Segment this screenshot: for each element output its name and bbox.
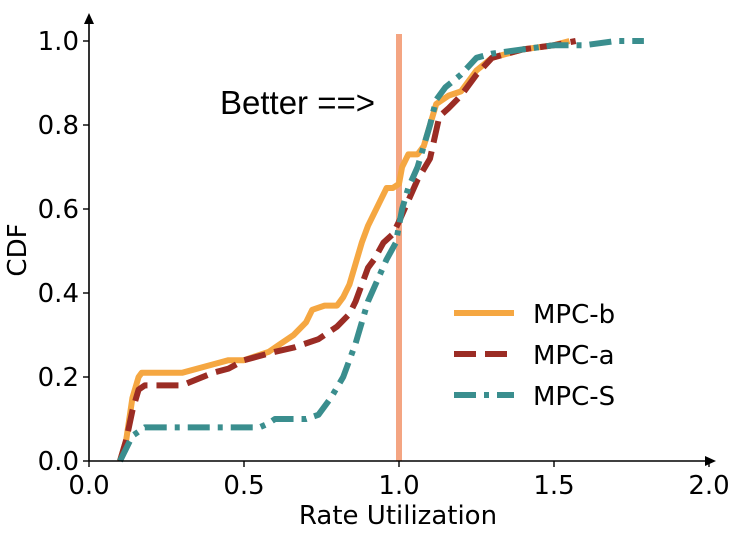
x-tick-label: 0.5 bbox=[223, 471, 264, 501]
legend-label-mpc-s: MPC-S bbox=[533, 382, 615, 412]
y-tick-label: 0.4 bbox=[38, 279, 79, 309]
axes-layer: 0.0 0.5 1.0 1.5 2.0 0.0 0.2 0.4 0.6 0.8 1.0 bbox=[38, 13, 730, 501]
y-tick-label: 1.0 bbox=[38, 27, 79, 57]
y-tick-label: 0.0 bbox=[38, 447, 79, 477]
series-line-mpc-s bbox=[117, 38, 644, 463]
x-tick-label: 1.0 bbox=[378, 471, 419, 501]
x-tick-label: 2.0 bbox=[688, 471, 729, 501]
legend-label-mpc-b: MPC-b bbox=[533, 300, 615, 330]
series-layer bbox=[117, 38, 644, 463]
y-tick-label: 0.6 bbox=[38, 195, 79, 225]
series-line-mpc-a bbox=[117, 38, 577, 462]
legend-label-mpc-a: MPC-a bbox=[533, 341, 615, 371]
x-axis-arrow bbox=[705, 456, 716, 466]
x-tick-label: 0.0 bbox=[68, 471, 109, 501]
y-axis-label: CDF bbox=[3, 223, 33, 276]
y-tick-label: 0.2 bbox=[38, 363, 79, 393]
x-axis-label: Rate Utilization bbox=[299, 501, 497, 531]
legend: MPC-b MPC-a MPC-S bbox=[454, 300, 615, 412]
series-line-mpc-b bbox=[117, 38, 571, 462]
y-tick-label: 0.8 bbox=[38, 111, 79, 141]
x-tick-label: 1.5 bbox=[533, 471, 574, 501]
annotation-better: Better ==> bbox=[220, 84, 375, 121]
y-axis-arrow bbox=[84, 13, 94, 24]
